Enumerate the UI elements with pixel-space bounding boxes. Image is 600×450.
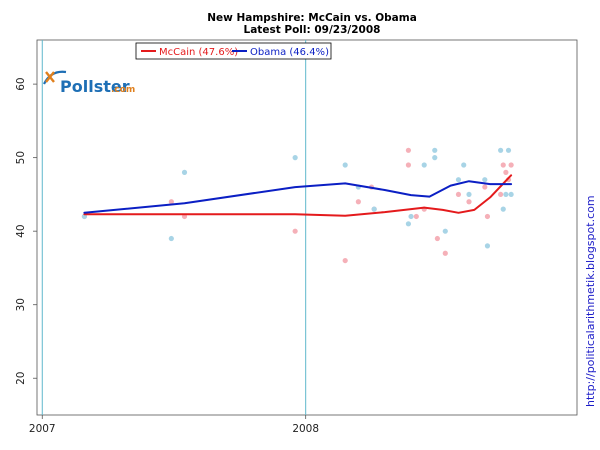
trend-line-obama [83, 180, 513, 214]
poll-point-obama-1 [168, 235, 174, 242]
y-tick-label-50: 50 [15, 151, 27, 164]
pollster-logo: Pollster .com [43, 70, 135, 96]
poll-point-mccain-9 [405, 162, 412, 168]
poll-point-obama-22 [508, 191, 514, 198]
year-lines [41, 40, 307, 415]
poll-point-obama-16 [482, 177, 488, 183]
poll-point-obama-3 [292, 155, 298, 161]
chart-subtitle: Latest Poll: 09/23/2008 [244, 24, 381, 36]
poll-point-mccain-16 [482, 184, 488, 190]
plot-frame [36, 39, 578, 416]
poll-point-obama-21 [505, 147, 512, 153]
x-tick-label-2008: 2008 [292, 423, 319, 435]
poll-point-mccain-4 [342, 257, 348, 264]
legend-obama-label: Obama (46.4%) [250, 47, 329, 58]
poll-point-mccain-14 [455, 191, 462, 198]
poll-point-mccain-8 [405, 147, 412, 153]
poll-point-mccain-20 [508, 162, 514, 168]
poll-point-obama-20 [503, 191, 509, 198]
poll-point-obama-10 [432, 147, 438, 153]
poll-point-mccain-10 [413, 213, 419, 220]
poll-point-obama-13 [455, 177, 462, 183]
poll-point-obama-15 [466, 191, 472, 198]
poll-point-obama-9 [421, 162, 427, 168]
poll-point-obama-2 [181, 169, 188, 175]
poll-point-obama-14 [461, 162, 467, 168]
trend-line-mccain [83, 174, 513, 217]
poll-point-mccain-18 [498, 191, 504, 198]
poll-point-obama-7 [405, 221, 412, 227]
y-tick-label-40: 40 [15, 224, 27, 237]
logo-suffix: .com [111, 85, 135, 95]
poll-point-obama-19 [500, 206, 506, 212]
y-axis: 20 30 40 50 60 [15, 77, 37, 385]
poll-point-mccain-15 [466, 199, 472, 205]
poll-point-mccain-5 [355, 199, 361, 205]
poll-point-mccain-17 [484, 213, 491, 220]
legend-mccain-label: McCain (47.6%) [159, 47, 238, 58]
poll-point-mccain-12 [434, 235, 440, 242]
credit-text: http://politicalarithmetik.blogspot.com [584, 195, 597, 407]
poll-point-obama-8 [408, 213, 414, 220]
poll-point-obama-12 [442, 228, 448, 234]
logo-text: Pollster [60, 77, 130, 96]
poll-point-obama-6 [371, 206, 377, 212]
chart-title: New Hampshire: McCain vs. Obama [207, 12, 417, 24]
y-tick-label-30: 30 [15, 298, 27, 311]
poll-points [81, 147, 514, 264]
poll-point-mccain-19 [500, 162, 506, 168]
x-axis: 2007 2008 [29, 415, 319, 435]
y-tick-label-20: 20 [15, 372, 27, 385]
poll-point-obama-4 [342, 162, 348, 168]
poll-point-obama-17 [484, 243, 491, 249]
trend-lines [83, 174, 513, 217]
poll-point-mccain-1 [168, 199, 174, 205]
logo-x-icon [45, 71, 55, 83]
poll-point-mccain-3 [292, 228, 298, 234]
poll-point-obama-11 [432, 155, 438, 161]
y-tick-label-60: 60 [15, 77, 27, 90]
x-tick-label-2007: 2007 [29, 423, 56, 435]
poll-point-mccain-22 [503, 169, 509, 175]
poll-point-obama-18 [498, 147, 504, 153]
legend: McCain (47.6%) Obama (46.4%) [135, 42, 332, 60]
poll-point-mccain-13 [442, 250, 448, 256]
